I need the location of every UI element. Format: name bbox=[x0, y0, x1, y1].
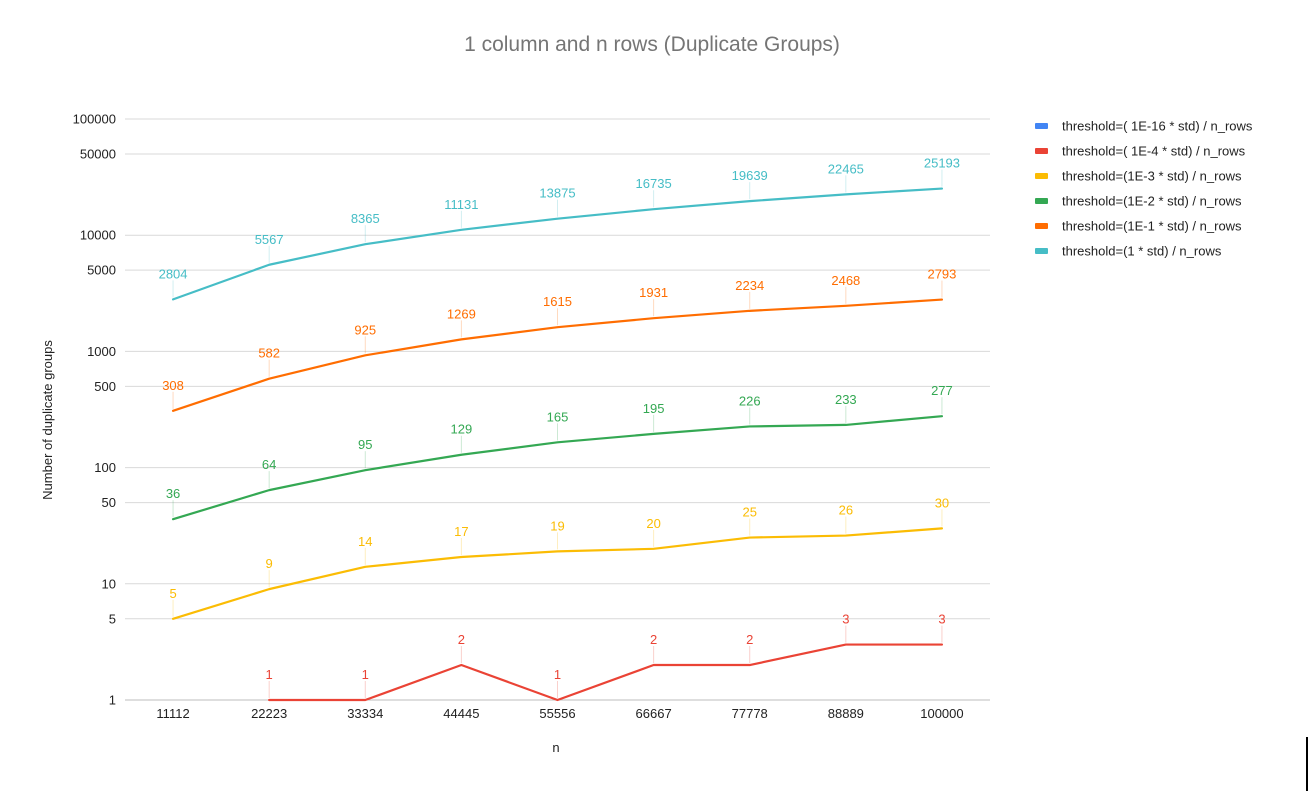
data-label: 308 bbox=[162, 378, 184, 393]
data-label: 2 bbox=[746, 632, 753, 647]
data-label: 5 bbox=[169, 586, 176, 601]
legend-swatch bbox=[1035, 173, 1048, 179]
y-tick-label: 5 bbox=[109, 611, 116, 626]
data-label: 2 bbox=[458, 632, 465, 647]
x-tick-label: 33334 bbox=[347, 706, 383, 721]
data-label: 129 bbox=[451, 422, 473, 437]
data-label: 165 bbox=[547, 409, 569, 424]
data-label: 14 bbox=[358, 534, 372, 549]
y-tick-label: 10 bbox=[102, 576, 116, 591]
x-tick-label: 11112 bbox=[156, 706, 189, 721]
y-tick-label: 500 bbox=[94, 379, 116, 394]
legend-label: threshold=(1E-3 * std) / n_rows bbox=[1062, 169, 1242, 184]
y-tick-label: 100000 bbox=[73, 112, 116, 127]
data-label: 1931 bbox=[639, 285, 668, 300]
data-label: 20 bbox=[646, 516, 660, 531]
data-label: 25 bbox=[742, 505, 756, 520]
data-label: 8365 bbox=[351, 211, 380, 226]
data-label: 226 bbox=[739, 393, 761, 408]
y-tick-label: 1 bbox=[109, 693, 116, 708]
data-label: 277 bbox=[931, 383, 953, 398]
legend: threshold=( 1E-16 * std) / n_rowsthresho… bbox=[1035, 119, 1253, 259]
data-label: 95 bbox=[358, 437, 372, 452]
y-tick-label: 10000 bbox=[80, 228, 116, 243]
data-label: 3 bbox=[938, 612, 945, 627]
x-tick-label: 100000 bbox=[920, 706, 963, 721]
x-tick-label: 44445 bbox=[443, 706, 479, 721]
legend-label: threshold=(1 * std) / n_rows bbox=[1062, 244, 1222, 259]
data-label: 1615 bbox=[543, 294, 572, 309]
series-line bbox=[268, 643, 944, 702]
x-tick-label: 66667 bbox=[636, 706, 672, 721]
x-tick-label: 77778 bbox=[732, 706, 768, 721]
data-label: 1 bbox=[554, 667, 561, 682]
data-label: 13875 bbox=[539, 186, 575, 201]
data-label: 1 bbox=[362, 667, 369, 682]
data-label: 30 bbox=[935, 495, 949, 510]
legend-label: threshold=(1E-2 * std) / n_rows bbox=[1062, 194, 1242, 209]
x-axis-label: n bbox=[552, 740, 559, 755]
series-line bbox=[171, 298, 944, 412]
data-label: 17 bbox=[454, 524, 468, 539]
data-label: 22465 bbox=[828, 161, 864, 176]
x-axis-ticks: 11112 22223 33334 44445 55556 66667 77778 88889… bbox=[156, 706, 963, 721]
data-label: 1 bbox=[266, 667, 273, 682]
data-label: 5567 bbox=[255, 232, 284, 247]
data-label: 2468 bbox=[831, 273, 860, 288]
data-label: 25193 bbox=[924, 156, 960, 171]
data-label: 1269 bbox=[447, 306, 476, 321]
chart-title: 1 column and n rows (Duplicate Groups) bbox=[464, 33, 840, 56]
legend-label: threshold=(1E-1 * std) / n_rows bbox=[1062, 219, 1242, 234]
y-tick-label: 5000 bbox=[87, 263, 116, 278]
data-label: 195 bbox=[643, 401, 665, 416]
data-label: 3 bbox=[842, 612, 849, 627]
gridlines bbox=[125, 118, 990, 701]
data-label: 16735 bbox=[636, 176, 672, 191]
data-label: 11131 bbox=[444, 197, 478, 212]
data-label: 36 bbox=[166, 486, 180, 501]
data-label: 582 bbox=[258, 346, 280, 361]
data-label: 233 bbox=[835, 392, 857, 407]
data-label: 9 bbox=[266, 556, 273, 571]
series-line bbox=[171, 187, 944, 301]
data-label: 64 bbox=[262, 457, 276, 472]
series-lines bbox=[171, 187, 944, 702]
y-tick-label: 50 bbox=[102, 495, 116, 510]
legend-swatch bbox=[1035, 248, 1048, 254]
legend-swatch bbox=[1035, 148, 1048, 154]
legend-label: threshold=( 1E-4 * std) / n_rows bbox=[1062, 144, 1246, 159]
y-axis-ticks: 1 5 10 50 100 500 1000 5000 10000 50000 100000 bbox=[73, 112, 116, 708]
data-label: 2793 bbox=[927, 267, 956, 282]
series-line bbox=[171, 527, 944, 620]
data-label: 2234 bbox=[735, 278, 764, 293]
legend-swatch bbox=[1035, 123, 1048, 129]
data-label: 26 bbox=[839, 503, 853, 518]
data-label: 2804 bbox=[159, 266, 188, 281]
x-tick-label: 55556 bbox=[539, 706, 575, 721]
y-axis-label: Number of duplicate groups bbox=[40, 340, 55, 500]
x-tick-label: 88889 bbox=[828, 706, 864, 721]
series-line bbox=[171, 415, 944, 521]
legend-label: threshold=( 1E-16 * std) / n_rows bbox=[1062, 119, 1253, 134]
legend-swatch bbox=[1035, 198, 1048, 204]
edge-marker bbox=[1306, 737, 1308, 791]
y-tick-label: 1000 bbox=[87, 344, 116, 359]
x-tick-label: 22223 bbox=[251, 706, 287, 721]
data-label: 19639 bbox=[732, 168, 768, 183]
data-label: 2 bbox=[650, 632, 657, 647]
legend-swatch bbox=[1035, 223, 1048, 229]
data-label: 19 bbox=[550, 518, 564, 533]
y-tick-label: 50000 bbox=[80, 146, 116, 161]
y-tick-label: 100 bbox=[94, 460, 116, 475]
data-label: 925 bbox=[354, 322, 376, 337]
